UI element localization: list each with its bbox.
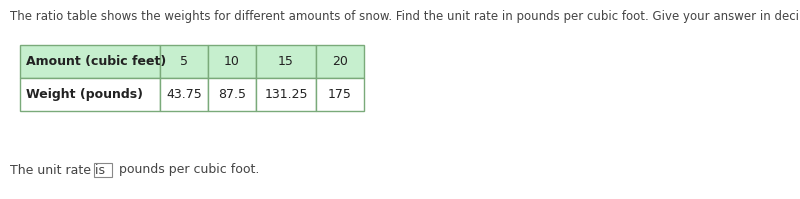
Text: 10: 10 bbox=[224, 55, 240, 68]
Text: 5: 5 bbox=[180, 55, 188, 68]
Bar bbox=[20, 78, 160, 111]
Text: 20: 20 bbox=[332, 55, 348, 68]
Bar bbox=[20, 45, 160, 78]
Text: pounds per cubic foot.: pounds per cubic foot. bbox=[115, 164, 259, 177]
Bar bbox=[316, 78, 364, 111]
Text: Weight (pounds): Weight (pounds) bbox=[26, 88, 143, 101]
Bar bbox=[256, 78, 316, 111]
Text: 43.75: 43.75 bbox=[166, 88, 202, 101]
Bar bbox=[160, 78, 208, 111]
Text: 87.5: 87.5 bbox=[218, 88, 246, 101]
Bar bbox=[208, 45, 256, 78]
Bar bbox=[94, 163, 112, 177]
Bar bbox=[160, 45, 208, 78]
Text: 15: 15 bbox=[278, 55, 294, 68]
Text: The unit rate is: The unit rate is bbox=[10, 164, 109, 177]
Bar bbox=[256, 45, 316, 78]
Text: 175: 175 bbox=[328, 88, 352, 101]
Bar bbox=[316, 45, 364, 78]
Text: Amount (cubic feet): Amount (cubic feet) bbox=[26, 55, 166, 68]
Bar bbox=[208, 78, 256, 111]
Text: 131.25: 131.25 bbox=[264, 88, 308, 101]
Text: The ratio table shows the weights for different amounts of snow. Find the unit r: The ratio table shows the weights for di… bbox=[10, 10, 800, 23]
